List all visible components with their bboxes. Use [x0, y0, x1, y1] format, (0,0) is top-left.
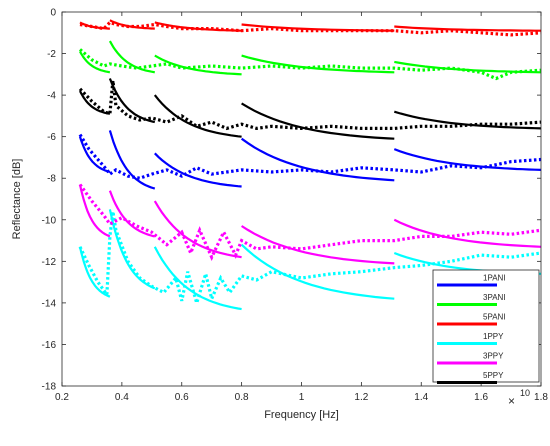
- x-axis-multiplier: ×: [508, 394, 515, 408]
- y-tick-label: -4: [47, 91, 56, 102]
- ticks-layer: 0.2 0.4 0.6 0.8 1 1.2 1.4 1.6 1.8 0 -2 -4 -6 -8 -10 -12…: [42, 8, 549, 404]
- fit-curve-3ppy-band-1: [78, 184, 111, 238]
- x-tick-label: 1.8: [534, 392, 548, 403]
- fit-curve-3ppy-band-4: [241, 225, 395, 265]
- fit-curve-3ppy-band-5: [393, 218, 541, 248]
- series-layer: [78, 19, 541, 311]
- fit-curve-1pani-band-2: [108, 130, 156, 190]
- legend-label-1ppy: 1PPY: [483, 332, 504, 341]
- legend-label-1pani: 1PANI: [483, 274, 506, 283]
- legend: 1PANI 3PANI 5PANI 1PPY 3PPY 5PPY: [432, 269, 540, 384]
- measured-curve-1pani: [78, 133, 541, 180]
- y-tick-label: -14: [42, 298, 57, 309]
- y-tick-label: 0: [50, 8, 56, 19]
- fit-curve-3pani-band-3: [154, 54, 242, 76]
- legend-label-5ppy: 5PPY: [483, 371, 504, 380]
- fit-curve-3ppy-band-2: [108, 190, 156, 238]
- legend-box: [432, 269, 540, 383]
- fit-curve-1pani-band-1: [78, 136, 111, 174]
- y-tick-label: -16: [42, 340, 57, 351]
- fit-curve-3pani-band-4: [241, 54, 395, 74]
- y-tick-label: -2: [47, 49, 56, 60]
- x-tick-label: 0.8: [235, 392, 249, 403]
- x-axis-label: Frequency [Hz]: [264, 409, 339, 421]
- x-tick-label: 0.2: [55, 392, 69, 403]
- y-tick-label: -18: [42, 382, 57, 393]
- fit-curve-5ppy-band-4: [241, 102, 395, 140]
- x-tick-label: 1.2: [354, 392, 368, 403]
- fit-curve-3pani-band-2: [108, 40, 156, 74]
- fit-curve-5ppy-band-3: [153, 94, 242, 138]
- series-3ppy: [78, 183, 541, 265]
- x-tick-label: 0.4: [115, 392, 129, 403]
- legend-label-3ppy: 3PPY: [483, 352, 504, 361]
- x-axis-exponent: 10: [520, 388, 530, 398]
- fit-curve-1ppy-band-1: [78, 246, 111, 298]
- fit-curve-1pani-band-3: [154, 152, 242, 188]
- fit-curve-1ppy-band-4: [240, 243, 395, 300]
- fit-curve-5ppy-band-5: [393, 110, 541, 130]
- series-5pani: [79, 19, 541, 37]
- legend-label-3pani: 3PANI: [483, 293, 506, 302]
- measured-curve-5ppy: [78, 80, 541, 131]
- measured-curve-5pani: [79, 20, 541, 37]
- measured-curve-3pani: [78, 48, 541, 81]
- fit-curve-5pani-band-5: [394, 25, 541, 32]
- fit-curve-5ppy-band-2: [108, 78, 156, 124]
- y-axis-label: Reflectance [dB]: [11, 159, 23, 240]
- x-tick-label: 1.6: [474, 392, 488, 403]
- measured-curve-1ppy: [78, 211, 541, 309]
- y-tick-label: -12: [42, 257, 57, 268]
- measured-curve-3ppy: [78, 183, 541, 262]
- y-tick-label: -8: [47, 174, 56, 185]
- y-tick-label: -6: [47, 132, 56, 143]
- series-1pani: [78, 130, 541, 190]
- fit-curve-3ppy-band-3: [153, 200, 242, 259]
- fit-curve-1pani-band-5: [393, 148, 541, 171]
- x-tick-label: 1: [299, 392, 305, 403]
- fit-curve-3pani-band-1: [79, 50, 111, 74]
- x-tick-label: 0.6: [175, 392, 189, 403]
- fit-curve-5ppy-band-1: [79, 90, 111, 115]
- series-3pani: [78, 40, 541, 81]
- y-tick-label: -10: [42, 215, 57, 226]
- series-5ppy: [78, 78, 541, 140]
- legend-label-5pani: 5PANI: [483, 313, 506, 322]
- x-tick-label: 1.4: [414, 392, 428, 403]
